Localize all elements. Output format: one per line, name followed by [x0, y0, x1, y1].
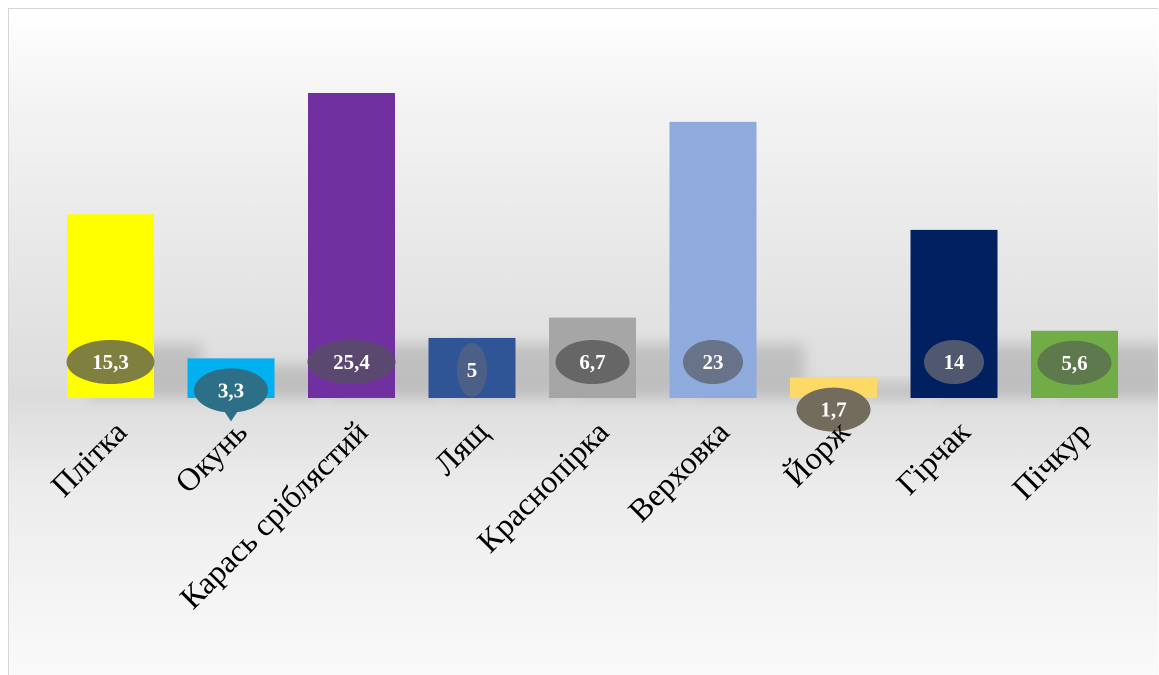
category-label: Верховка — [621, 413, 736, 528]
value-label: 5,6 — [1061, 351, 1087, 375]
value-label-bubble — [194, 368, 268, 413]
value-label-bubble — [924, 340, 984, 384]
category-label: Плітка — [43, 413, 133, 503]
value-label-bubble — [555, 340, 630, 384]
value-label: 3,3 — [218, 378, 244, 402]
value-label-bubble — [1037, 340, 1112, 385]
category-label: Пічкур — [1005, 413, 1098, 506]
value-label-bubble — [683, 340, 743, 384]
value-label-bubble — [796, 387, 871, 432]
bar-chart: 15,33,325,4 5 6,7 231,714 5,6 Плітка ОкуньКар… — [43, 93, 1158, 616]
value-label: 5 — [467, 358, 478, 382]
value-label-bubble — [307, 340, 396, 384]
value-label-bubble — [457, 342, 487, 397]
category-label: Гірчак — [889, 413, 977, 501]
value-label: 23 — [703, 350, 724, 374]
value-label: 25,4 — [333, 350, 370, 374]
value-label: 1,7 — [820, 398, 846, 422]
chart-area: 15,3 3,3 25,4 5 6,7 23 1,7 14 5,6 Плітка Окунь Кар… — [8, 8, 1158, 675]
value-label-bubble — [66, 340, 155, 384]
category-label: Окунь — [168, 413, 254, 499]
category-label: Лящ — [426, 413, 495, 482]
value-label-pointer — [223, 409, 239, 422]
value-label: 6,7 — [579, 350, 605, 374]
category-label: Краснопірка — [470, 413, 616, 559]
value-label: 15,3 — [92, 350, 129, 374]
value-label: 14 — [944, 350, 966, 374]
